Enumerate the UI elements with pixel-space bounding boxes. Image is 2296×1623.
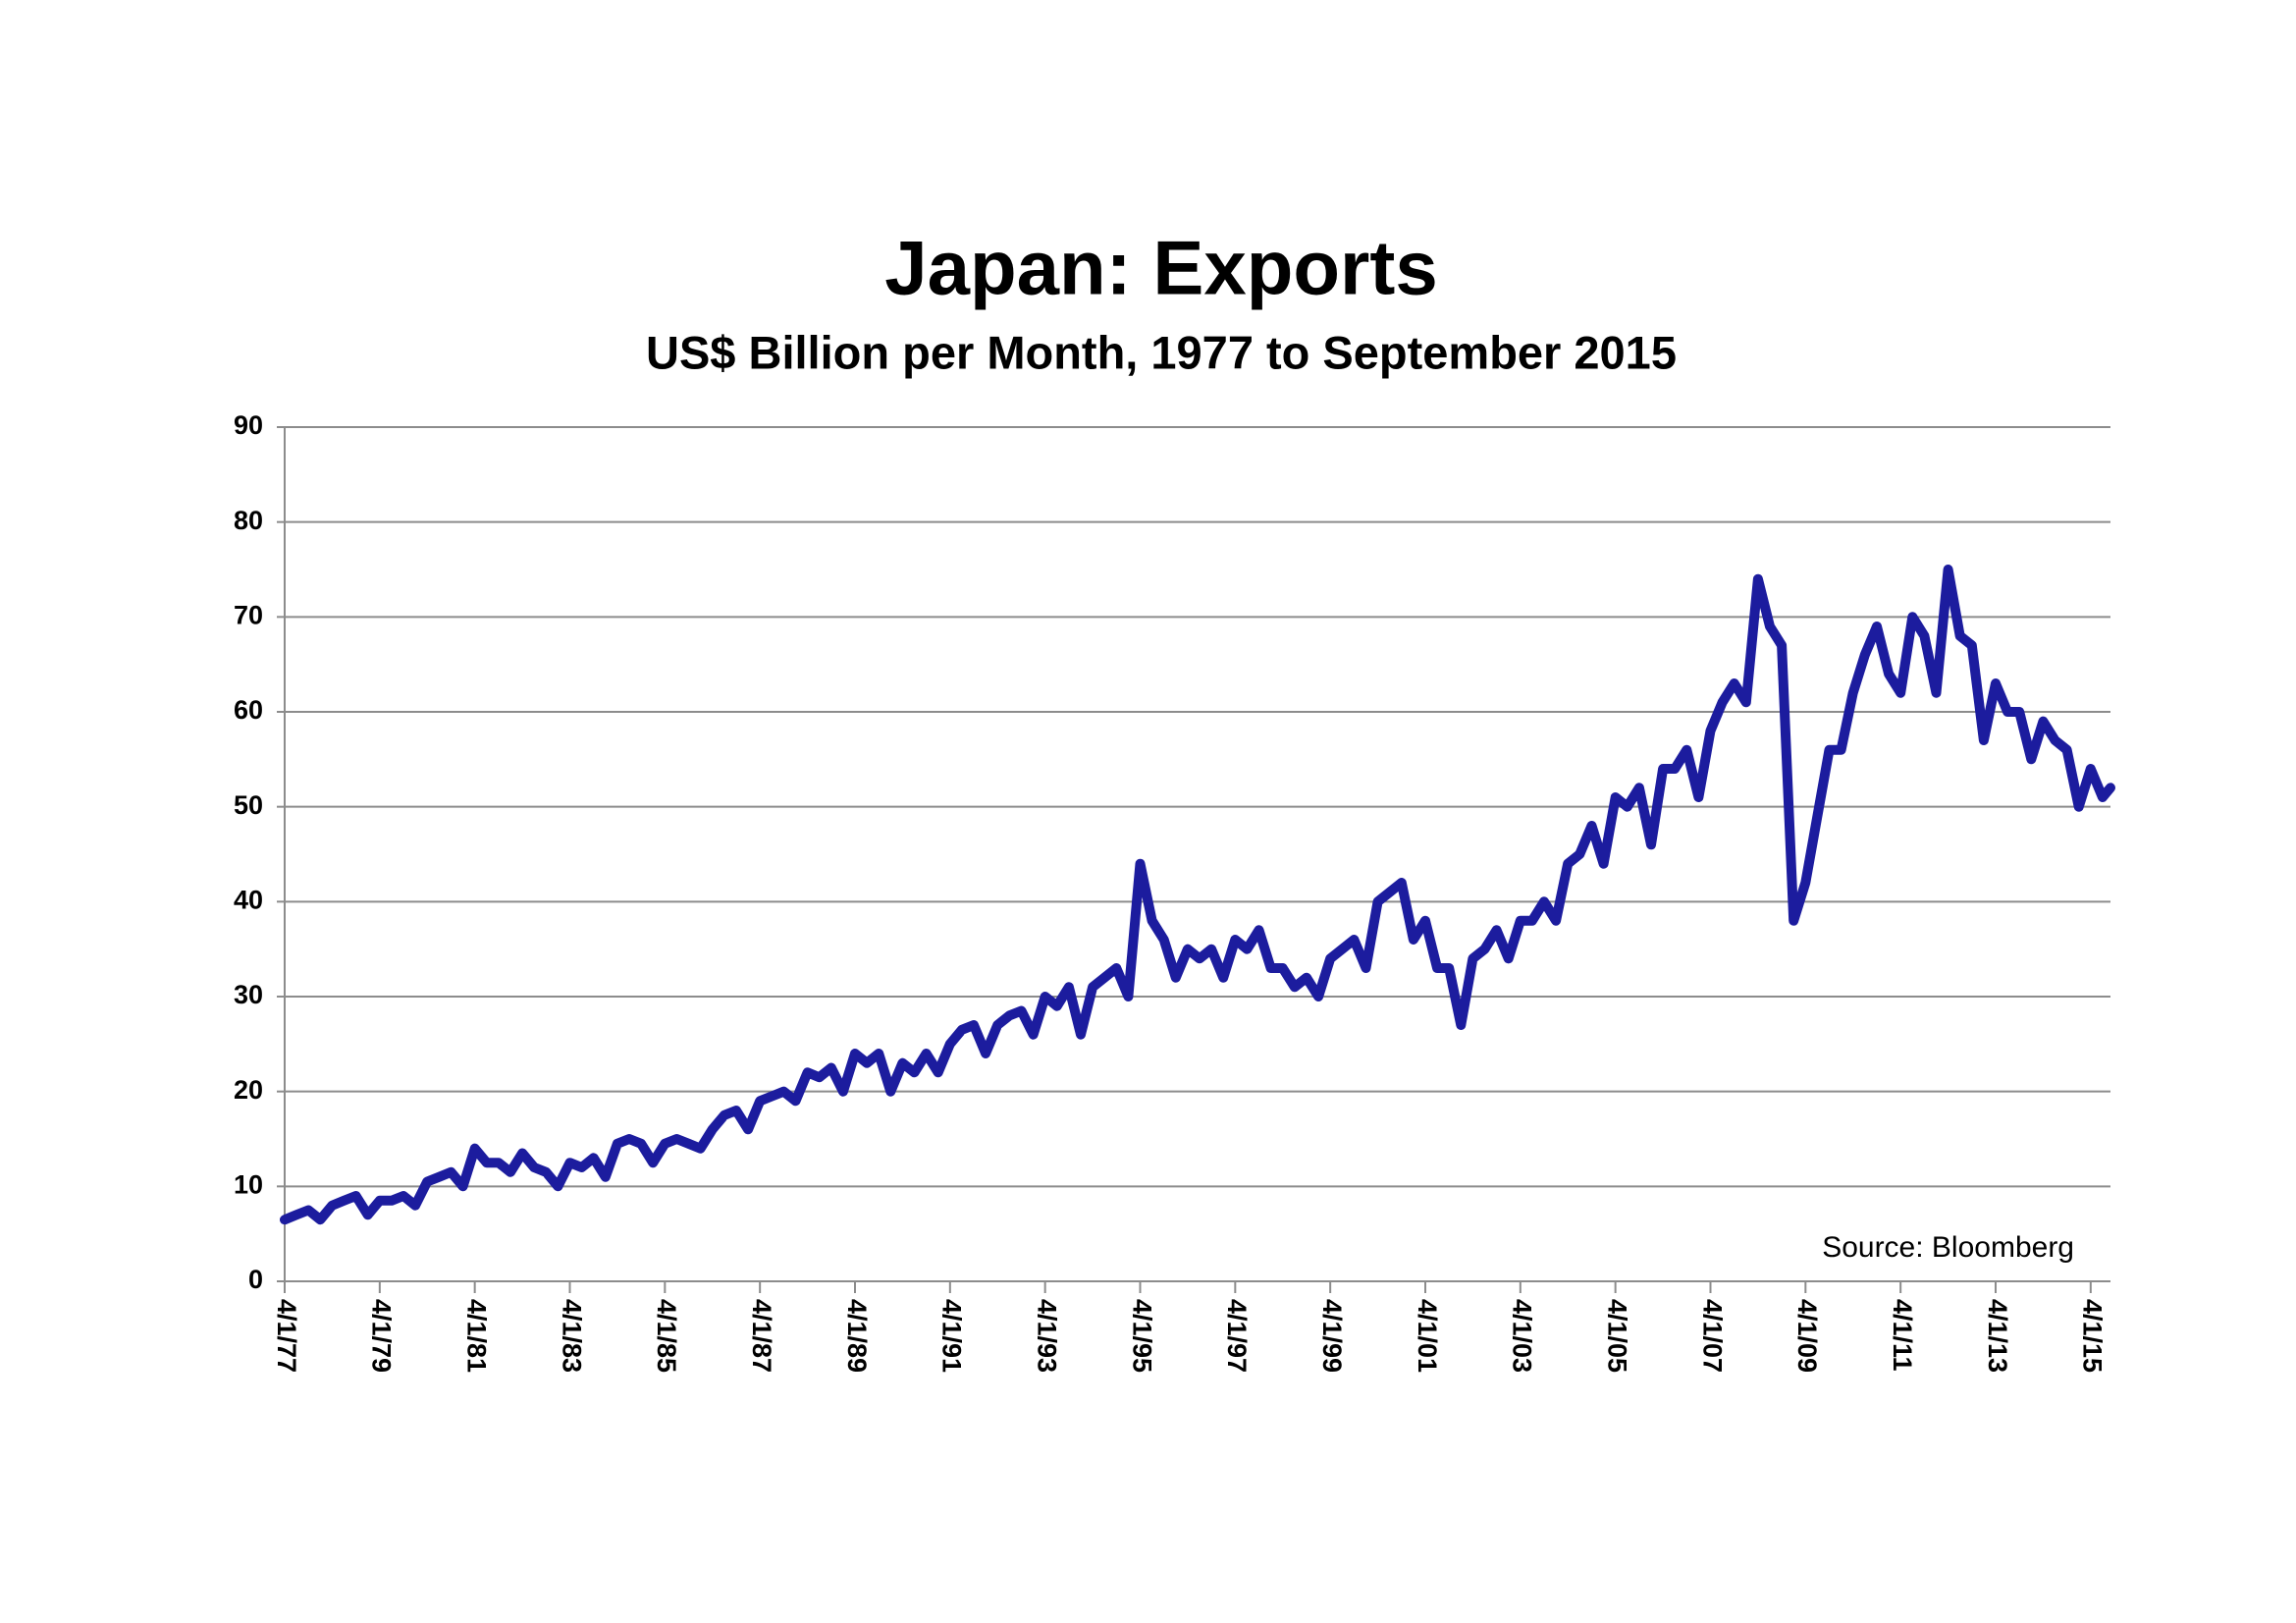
x-tick-label: 4/1/91 — [937, 1299, 967, 1373]
x-tick-label: 4/1/85 — [652, 1299, 681, 1373]
y-tick-label: 90 — [234, 410, 263, 440]
x-tick-label: 4/1/99 — [1317, 1299, 1347, 1373]
x-tick-label: 4/1/93 — [1033, 1299, 1062, 1373]
x-tick-label: 4/1/83 — [557, 1299, 586, 1373]
y-tick-label: 60 — [234, 695, 263, 725]
x-tick-label: 4/1/05 — [1603, 1299, 1632, 1373]
x-tick-label: 4/1/77 — [272, 1299, 301, 1373]
data-line — [280, 565, 2115, 1225]
x-tick-label: 4/1/15 — [2078, 1299, 2108, 1373]
y-tick-label: 40 — [234, 885, 263, 914]
x-tick-label: 4/1/95 — [1127, 1299, 1156, 1373]
x-tick-label: 4/1/11 — [1888, 1299, 1917, 1372]
y-tick-label: 30 — [234, 980, 263, 1009]
x-tick-label: 4/1/09 — [1792, 1299, 1822, 1373]
x-tick-label: 4/1/89 — [842, 1299, 872, 1373]
y-tick-label: 0 — [248, 1265, 263, 1294]
x-tick-label: 4/1/13 — [1983, 1299, 2012, 1373]
y-tick-label: 70 — [234, 600, 263, 629]
x-tick-label: 4/1/01 — [1413, 1299, 1442, 1373]
y-tick-label: 20 — [234, 1075, 263, 1105]
x-tick-label: 4/1/97 — [1222, 1299, 1252, 1373]
x-tick-label: 4/1/81 — [462, 1299, 492, 1373]
x-tick-label: 4/1/79 — [367, 1299, 397, 1373]
chart-subtitle: US$ Billion per Month, 1977 to September… — [646, 326, 1677, 378]
y-tick-label: 80 — [234, 506, 263, 535]
y-tick-label: 50 — [234, 790, 263, 820]
y-tick-label: 10 — [234, 1169, 263, 1199]
x-tick-label: 4/1/03 — [1508, 1299, 1537, 1373]
x-tick-label: 4/1/87 — [747, 1299, 776, 1373]
chart-title: Japan: Exports — [884, 225, 1437, 311]
source-note: Source: Bloomberg — [1822, 1231, 2074, 1264]
x-tick-label: 4/1/07 — [1697, 1299, 1727, 1373]
